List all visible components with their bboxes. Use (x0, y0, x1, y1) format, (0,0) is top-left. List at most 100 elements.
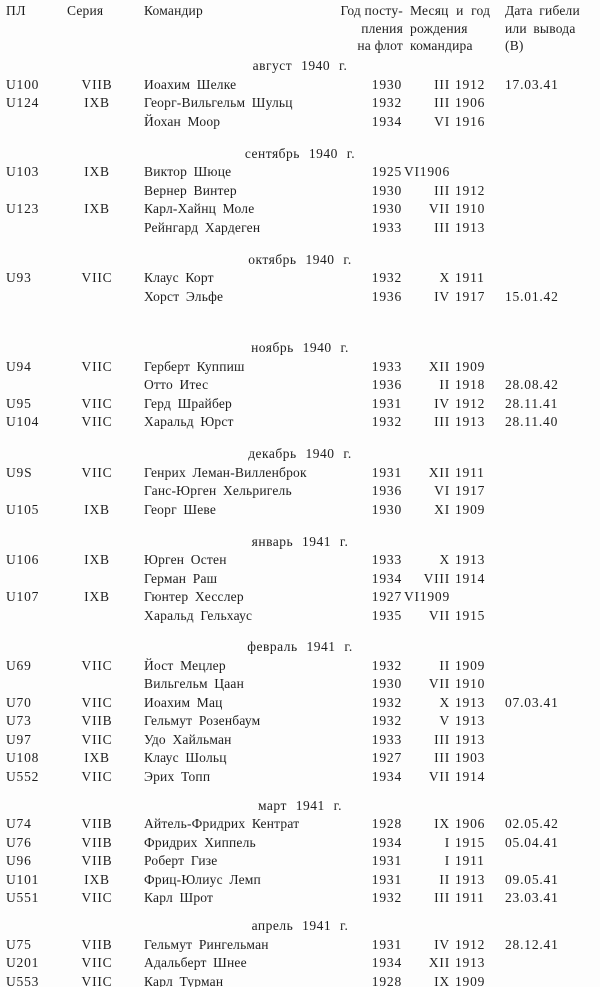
cell-birth-month: III (434, 750, 450, 765)
table-row: U100 VIIB Иоахим Шелке 1930 III 1912 17.03.41 (0, 76, 600, 95)
cell-birth-year: 1906 (455, 95, 486, 110)
month-section: ноябрь 1940 г. U94 VIIC Герберт Куппиш 1933 X… (0, 339, 600, 432)
cell-pl: U69 (6, 657, 32, 673)
cell-fate (494, 94, 600, 113)
cell-series: VIIC (81, 694, 113, 710)
col-header-pl: ПЛ (6, 3, 27, 18)
cell-birth-month: VI1906 (403, 164, 450, 179)
cell-year: 1931 (371, 853, 402, 868)
month-section: январь 1941 г. U106 IXB Юрген Остен 1933 X 191… (0, 533, 600, 626)
table-row: U76 VIIB Фридрих Хиппель 1934 I 1915 05.04.41 (0, 834, 600, 853)
cell-fate: 28.11.41 (505, 395, 559, 411)
cell-series: VIIB (81, 834, 113, 850)
cell-fate (494, 200, 600, 219)
cell-birth-year: 1913 (455, 731, 486, 747)
cell-series: IXB (84, 164, 110, 179)
cell-year: 1930 (371, 76, 402, 92)
table-row: Ганс-Юрген Хельригель 1936 VI 1917 (0, 482, 600, 501)
cell-commander: Удо Хайльман (144, 731, 232, 747)
cell-fate (494, 501, 600, 520)
cell-birth-month: VII (428, 607, 450, 623)
cell-birth-month: IV (434, 936, 450, 952)
cell-pl (0, 607, 62, 626)
cell-pl (0, 570, 62, 589)
table-body: август 1940 г. U100 VIIB Иоахим Шелке 1930 II… (0, 57, 600, 987)
cell-commander: Хорст Эльфе (144, 288, 224, 304)
cell-fate (494, 768, 600, 787)
cell-pl (0, 288, 62, 307)
cell-year: 1931 (371, 936, 402, 952)
cell-pl: U551 (6, 890, 40, 905)
cell-series: VIIB (81, 76, 113, 92)
cell-fate (494, 219, 600, 238)
cell-birth-month: III (434, 731, 450, 747)
cell-commander: Карл Шрот (144, 890, 214, 905)
section-title-month: октябрь 1940 г. (248, 251, 352, 267)
cell-birth-year: 1912 (455, 76, 486, 92)
cell-series: VIIB (81, 853, 113, 868)
cell-year: 1932 (371, 657, 402, 673)
section-title-month: ноябрь 1940 г. (251, 340, 349, 355)
cell-birth-year: 1912 (455, 182, 486, 198)
cell-fate (494, 588, 600, 607)
table-row: U552 VIIC Эрих Топп 1934 VII 1914 (0, 768, 600, 787)
cell-birth-month: IV (434, 395, 450, 411)
month-section: декабрь 1940 г. U9S VIIC Генрих Леман-Вилле… (0, 445, 600, 519)
cell-birth-year: 1903 (455, 750, 486, 765)
cell-commander: Йост Мецлер (144, 657, 226, 673)
cell-birth-month: III (434, 890, 450, 905)
cell-series: VIIB (81, 936, 113, 952)
cell-fate: 28.08.42 (505, 377, 559, 392)
cell-pl: U70 (6, 694, 32, 710)
cell-series: VIIC (81, 657, 113, 673)
month-section: сентябрь 1940 г. U103 IXB Виктор Шюце 1925 VI… (0, 145, 600, 238)
cell-birth-month: III (434, 95, 450, 110)
cell-series: VIIC (81, 955, 113, 970)
cell-year: 1932 (371, 270, 402, 285)
cell-fate (494, 954, 600, 973)
cell-birth-month: II (439, 377, 450, 392)
cell-commander: Иоахим Шелке (144, 76, 237, 92)
cell-commander: Клаус Корт (144, 270, 214, 285)
cell-pl: U552 (6, 768, 40, 784)
cell-birth-month: XI (434, 501, 450, 517)
month-section: август 1940 г. U100 VIIB Иоахим Шелке 1930 II… (0, 57, 600, 131)
table-row: U101 IXB Фриц-Юлиус Лемп 1931 II 1913 09.05.41 (0, 871, 600, 890)
cell-fate (494, 113, 600, 132)
cell-birth-month: III (434, 219, 450, 235)
cell-year: 1930 (371, 182, 402, 198)
cell-series: VIIC (81, 464, 113, 480)
cell-commander: Гельмут Рингельман (144, 936, 269, 952)
cell-fate (494, 852, 600, 871)
table-row: Вильгельм Цаан 1930 VII 1910 (0, 675, 600, 694)
cell-birth-month: III (434, 182, 450, 198)
cell-fate (494, 607, 600, 626)
table-row: U105 IXB Георг Шеве 1930 XI 1909 (0, 501, 600, 520)
section-title-month: апрель 1941 г. (251, 918, 349, 933)
cell-birth-year: 1910 (455, 201, 486, 216)
col-header-year-line3: на флот (357, 38, 403, 53)
cell-birth-month: VI (434, 483, 450, 498)
cell-series: VIIC (81, 414, 113, 429)
month-section: март 1941 г. U74 VIIB Айтель-Фридрих Кентра… (0, 797, 600, 908)
table-row: U70 VIIC Иоахим Мац 1932 X 1913 07.03.41 (0, 694, 600, 713)
cell-birth-year: 1915 (455, 834, 486, 850)
cell-fate: 07.03.41 (505, 694, 559, 710)
cell-fate: 15.01.42 (505, 288, 559, 304)
cell-birth-month: VII (428, 768, 450, 784)
cell-year: 1931 (371, 464, 402, 480)
table-row: Харальд Гельхаус 1935 VII 1915 (0, 607, 600, 626)
cell-year: 1936 (371, 483, 402, 498)
cell-commander: Гюнтер Хесслер (144, 589, 244, 604)
col-header-fate-line1: Дата гибели (505, 3, 580, 18)
table-row: U201 VIIC Адальберт Шнее 1934 XII 1913 (0, 954, 600, 973)
cell-year: 1927 (371, 750, 402, 765)
cell-birth-month: IV (434, 288, 450, 304)
cell-series: VIIC (81, 270, 113, 285)
cell-year: 1934 (371, 113, 402, 129)
col-header-series: Серия (67, 3, 104, 18)
cell-birth-year: 1915 (455, 607, 486, 623)
cell-birth-month: X (439, 270, 450, 285)
cell-fate (494, 570, 600, 589)
cell-commander: Роберт Гизе (144, 853, 218, 868)
